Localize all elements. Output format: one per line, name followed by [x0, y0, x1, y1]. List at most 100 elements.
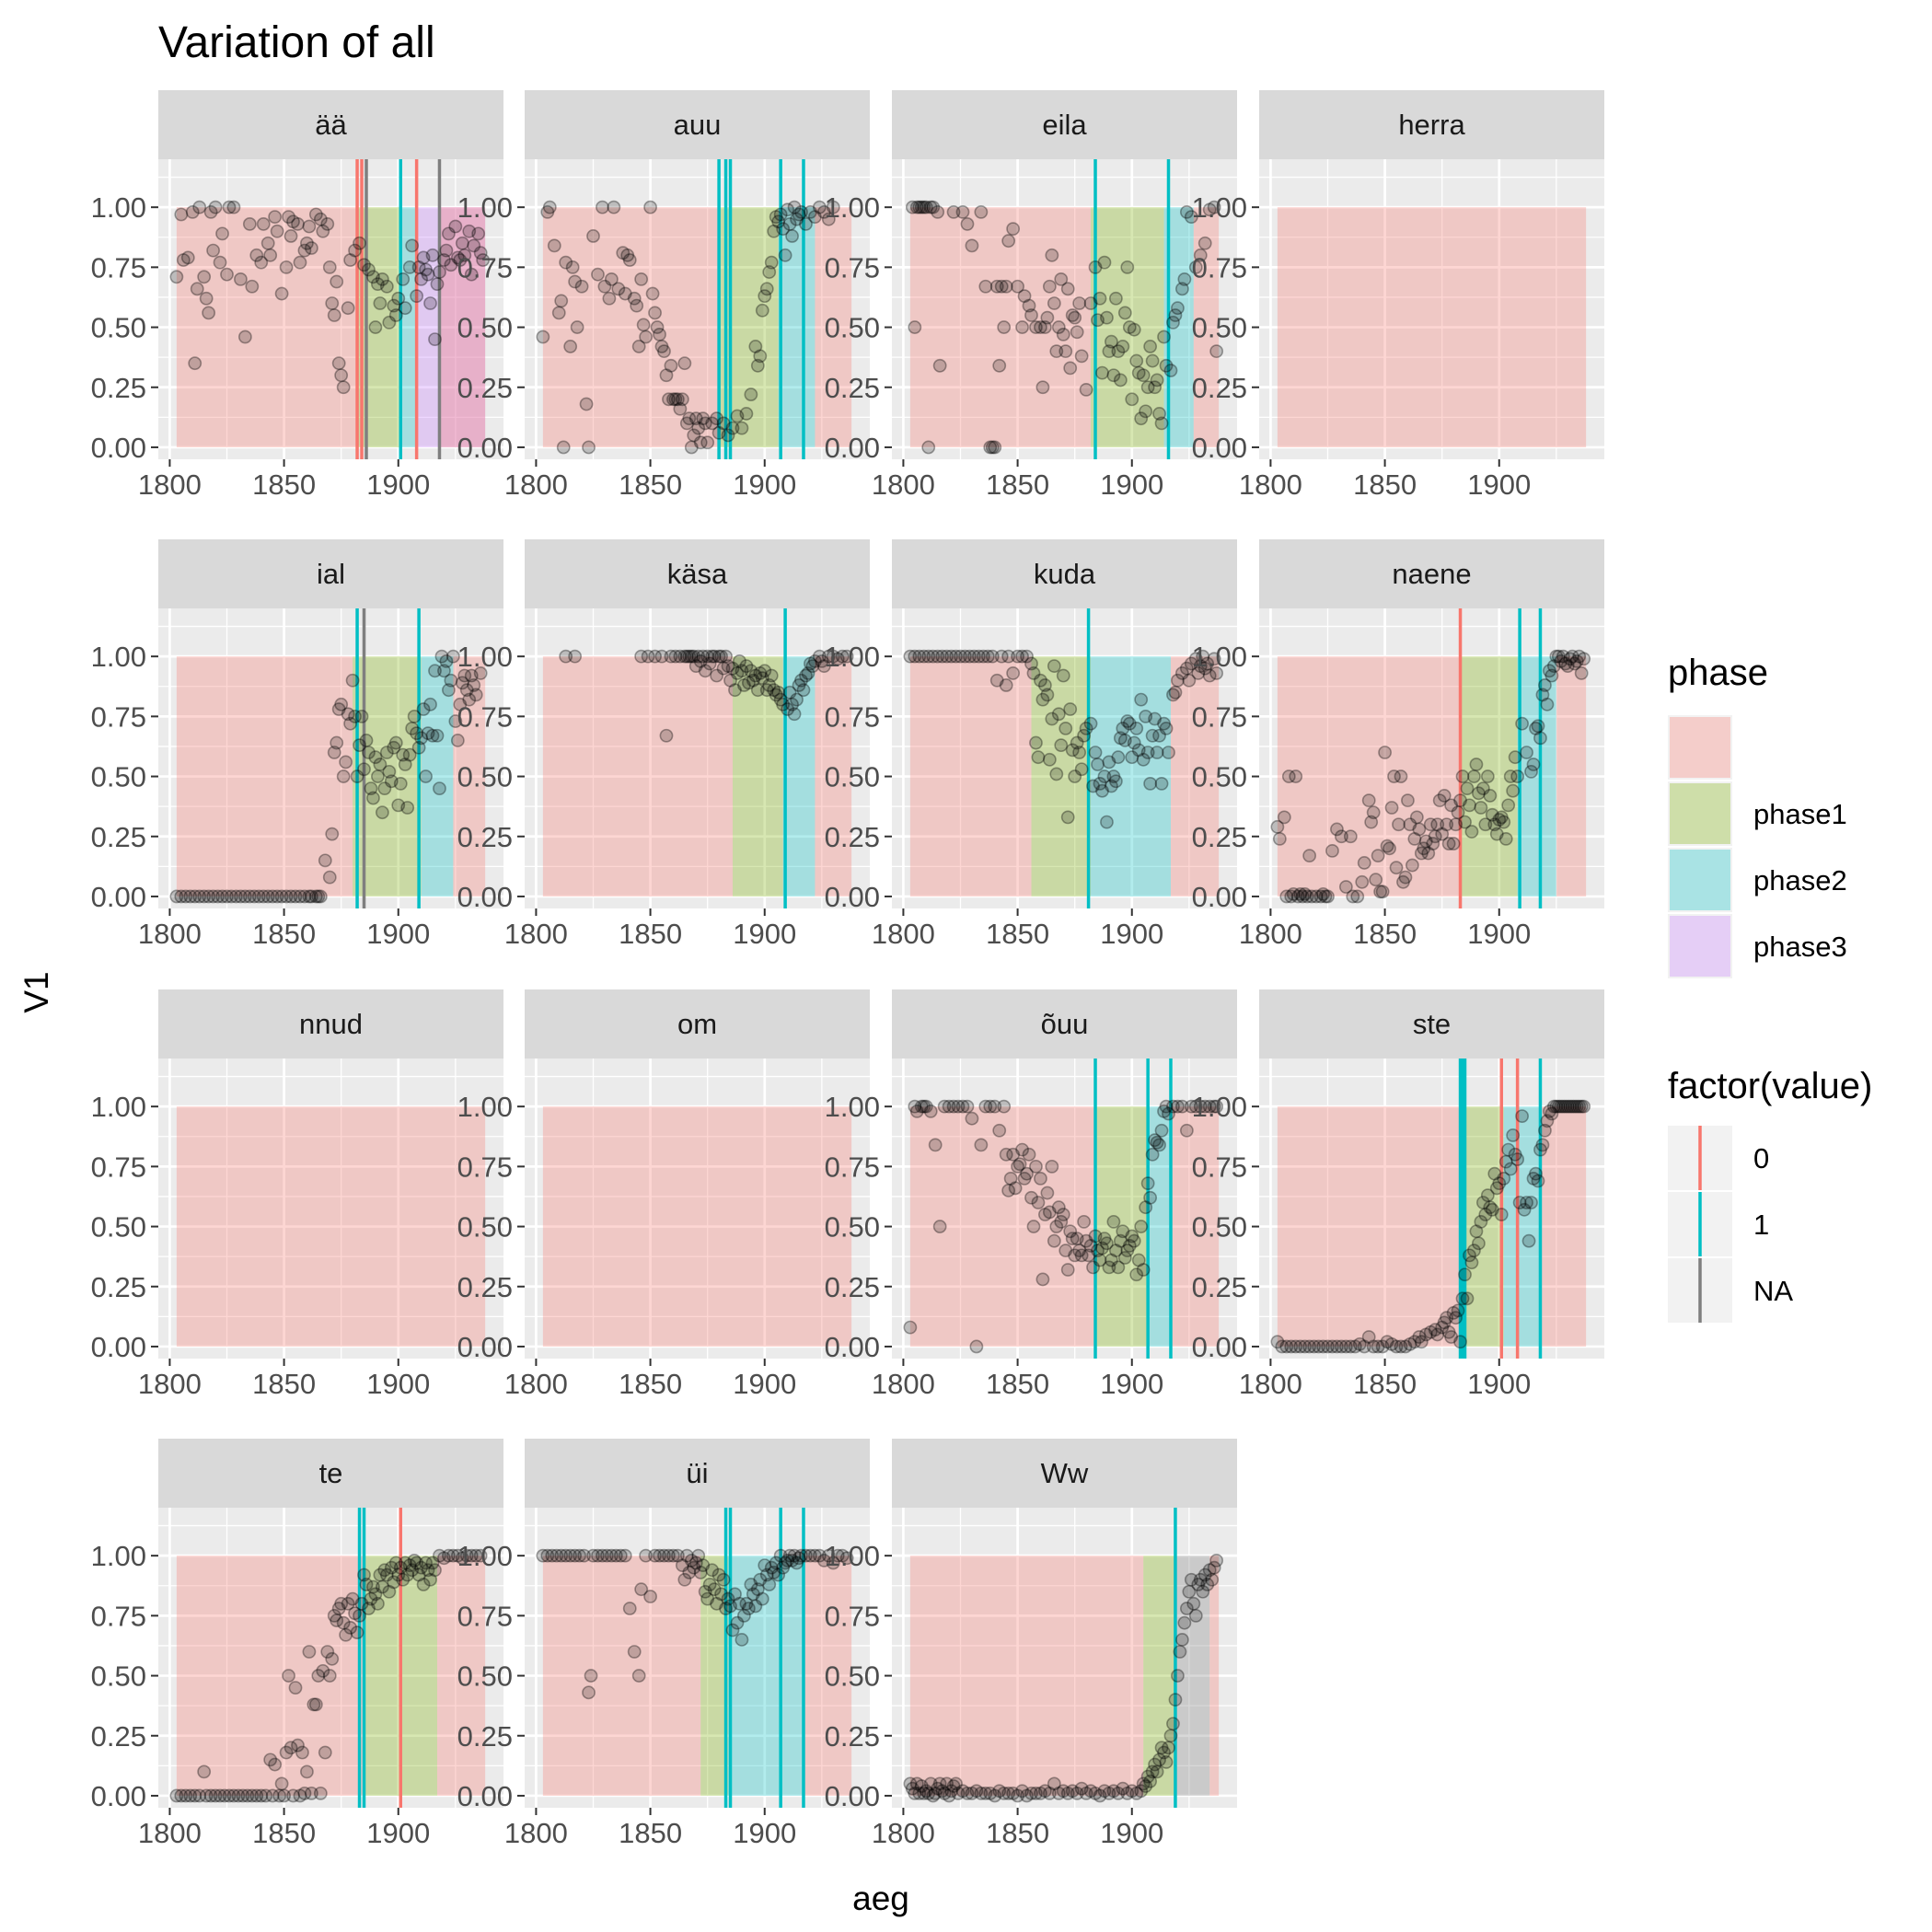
data-point [1042, 752, 1057, 767]
y-tick-label: 0.25 [1192, 821, 1247, 853]
data-point [1134, 692, 1149, 707]
data-point [830, 652, 845, 666]
data-point [282, 1669, 295, 1683]
x-tick-label: 1800 [504, 1817, 568, 1849]
data-point [696, 1558, 711, 1572]
data-point [1173, 1645, 1187, 1659]
data-point [237, 330, 252, 344]
data-point [368, 750, 383, 765]
data-point [1136, 1263, 1151, 1277]
data-point [1152, 407, 1166, 421]
data-point [1321, 1339, 1335, 1354]
data-point [618, 1548, 632, 1563]
data-point [1412, 1330, 1427, 1344]
data-point [1272, 831, 1287, 846]
data-point [1446, 1306, 1461, 1320]
data-point [748, 1599, 763, 1614]
data-point [687, 428, 701, 443]
data-point [453, 253, 468, 267]
data-point [917, 200, 931, 214]
data-point [1056, 1208, 1070, 1221]
data-point [812, 200, 827, 214]
data-point [247, 889, 261, 904]
data-point [316, 224, 330, 238]
data-point [1405, 858, 1419, 873]
strip-naene [1259, 539, 1604, 608]
data-point [283, 889, 298, 904]
data-point [1056, 668, 1070, 683]
data-point [1565, 649, 1579, 664]
data-point [1122, 320, 1137, 334]
data-point [398, 301, 412, 316]
data-point [1200, 656, 1215, 671]
data-point [1524, 1196, 1538, 1209]
data-point [1572, 649, 1587, 664]
data-point [1012, 1157, 1027, 1172]
strip-label: käsa [667, 558, 728, 590]
data-point [821, 212, 836, 226]
data-point [954, 649, 967, 664]
data-point [693, 1566, 708, 1579]
data-point [764, 1560, 779, 1575]
data-point [1179, 661, 1194, 676]
data-point [1134, 411, 1149, 426]
phase-rect-blank [439, 207, 486, 447]
data-point [568, 274, 583, 289]
data-point [430, 277, 445, 292]
y-tick-label: 0.25 [825, 1720, 880, 1753]
phase-rect-phase2 [421, 656, 454, 897]
data-point [696, 411, 711, 426]
data-point [1131, 743, 1146, 758]
x-axis-title: aeg [852, 1880, 909, 1917]
data-point [737, 678, 751, 692]
data-point [1136, 1776, 1151, 1791]
data-point [316, 1663, 330, 1678]
data-point [1150, 746, 1164, 759]
y-tick-label: 1.00 [1192, 1091, 1247, 1123]
y-tick-label: 0.75 [825, 1151, 880, 1183]
data-point [1535, 1138, 1550, 1152]
y-tick-label: 0.50 [825, 1660, 880, 1693]
data-point [574, 279, 589, 294]
data-point [691, 421, 706, 435]
data-point [318, 1745, 332, 1760]
data-point [1191, 1578, 1206, 1591]
data-point [591, 267, 605, 282]
data-point [260, 889, 275, 904]
phase-rect-phase1 [357, 207, 401, 447]
data-point [812, 1548, 827, 1563]
data-point [710, 1596, 724, 1611]
data-point [1193, 1099, 1208, 1114]
data-point [679, 416, 694, 431]
data-point [960, 217, 975, 231]
data-point [1083, 716, 1098, 731]
data-point [785, 1553, 799, 1568]
data-point [283, 229, 298, 243]
data-point [179, 1788, 193, 1803]
phase-legend: phase phase1 phase2 phase3 [1668, 653, 1847, 978]
data-point [188, 889, 202, 904]
data-point [226, 200, 241, 214]
data-point [839, 1551, 854, 1566]
y-tick-label: 1.00 [457, 641, 513, 673]
phase-key-phase2 [1670, 850, 1730, 910]
data-point [584, 1669, 598, 1683]
data-point [804, 656, 817, 671]
data-point [400, 1568, 415, 1582]
data-point [405, 722, 420, 735]
data-point [1070, 1232, 1084, 1245]
data-point [744, 388, 758, 401]
data-point [1179, 204, 1194, 219]
data-point [1049, 344, 1064, 359]
data-point [750, 358, 765, 373]
data-point [921, 1786, 936, 1800]
x-tick-label: 1800 [138, 1368, 202, 1400]
data-point [1148, 1133, 1162, 1148]
data-point [1150, 1135, 1164, 1150]
data-point [942, 1099, 956, 1114]
data-point [391, 291, 406, 306]
strip-ww [892, 1439, 1237, 1508]
data-point [769, 210, 783, 224]
data-point [659, 368, 674, 383]
facet-herra: herra 1800 1850 1900 0.00 0.25 0.50 0.75 1.00 [1192, 90, 1604, 501]
